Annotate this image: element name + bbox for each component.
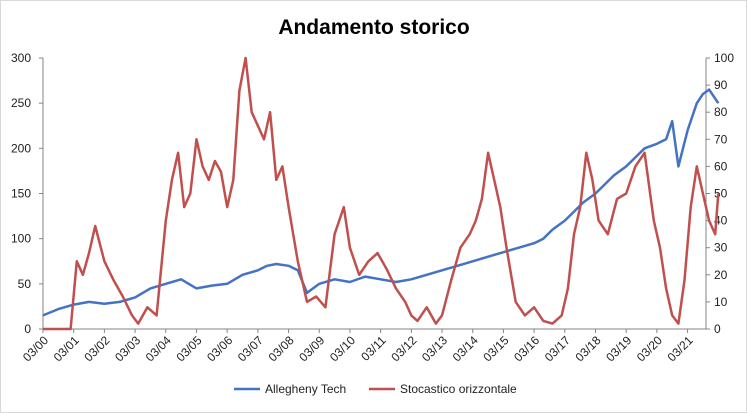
legend-label-1: Allegheny Tech <box>265 382 346 396</box>
x-tick-label: 03/05 <box>173 333 204 364</box>
x-tick-label: 03/18 <box>572 333 603 364</box>
x-tick-label: 03/08 <box>266 333 297 364</box>
series-line-1 <box>42 88 720 317</box>
axes-layer: 0501001502002503000102030405060708090100… <box>11 51 734 364</box>
x-tick-label: 03/10 <box>327 333 358 364</box>
x-tick-label: 03/13 <box>419 333 450 364</box>
x-tick-label: 03/20 <box>634 333 665 364</box>
y-left-tick-label: 150 <box>11 187 31 201</box>
series-line-2 <box>43 56 720 331</box>
y-right-tick-label: 100 <box>714 51 734 65</box>
y-right-tick-label: 70 <box>714 132 728 146</box>
x-tick-label: 03/06 <box>204 333 235 364</box>
y-right-tick-label: 60 <box>714 159 728 173</box>
x-tick-label: 03/02 <box>81 333 112 364</box>
y-right-tick-label: 90 <box>714 78 728 92</box>
chart-title: Andamento storico <box>278 16 469 39</box>
x-tick-label: 03/14 <box>450 333 481 364</box>
y-left-tick-label: 0 <box>24 322 31 336</box>
y-left-tick-label: 200 <box>11 141 31 155</box>
y-right-tick-label: 30 <box>714 241 728 255</box>
x-tick-label: 03/21 <box>665 333 696 364</box>
y-right-tick-label: 50 <box>714 187 728 201</box>
y-right-tick-label: 20 <box>714 268 728 282</box>
y-left-tick-label: 50 <box>18 277 32 291</box>
x-tick-label: 03/17 <box>542 333 573 364</box>
x-tick-label: 03/01 <box>51 333 82 364</box>
x-tick-label: 03/00 <box>20 333 51 364</box>
y-right-tick-label: 80 <box>714 105 728 119</box>
x-tick-label: 03/11 <box>358 333 389 364</box>
y-right-tick-label: 0 <box>714 322 721 336</box>
x-tick-label: 03/12 <box>388 333 419 364</box>
x-tick-label: 03/04 <box>143 333 174 364</box>
x-tick-label: 03/16 <box>511 333 542 364</box>
x-tick-label: 03/07 <box>235 333 266 364</box>
x-tick-label: 03/03 <box>112 333 143 364</box>
legend: Allegheny Tech Stocastico orizzontale <box>234 382 517 396</box>
y-left-tick-label: 300 <box>11 51 31 65</box>
y-right-tick-label: 10 <box>714 295 728 309</box>
y-left-tick-label: 250 <box>11 96 31 110</box>
x-tick-label: 03/19 <box>603 333 634 364</box>
x-tick-label: 03/09 <box>296 333 327 364</box>
legend-label-2: Stocastico orizzontale <box>400 382 517 396</box>
y-left-tick-label: 100 <box>11 232 31 246</box>
series-layer <box>42 56 720 331</box>
x-tick-label: 03/15 <box>480 333 511 364</box>
